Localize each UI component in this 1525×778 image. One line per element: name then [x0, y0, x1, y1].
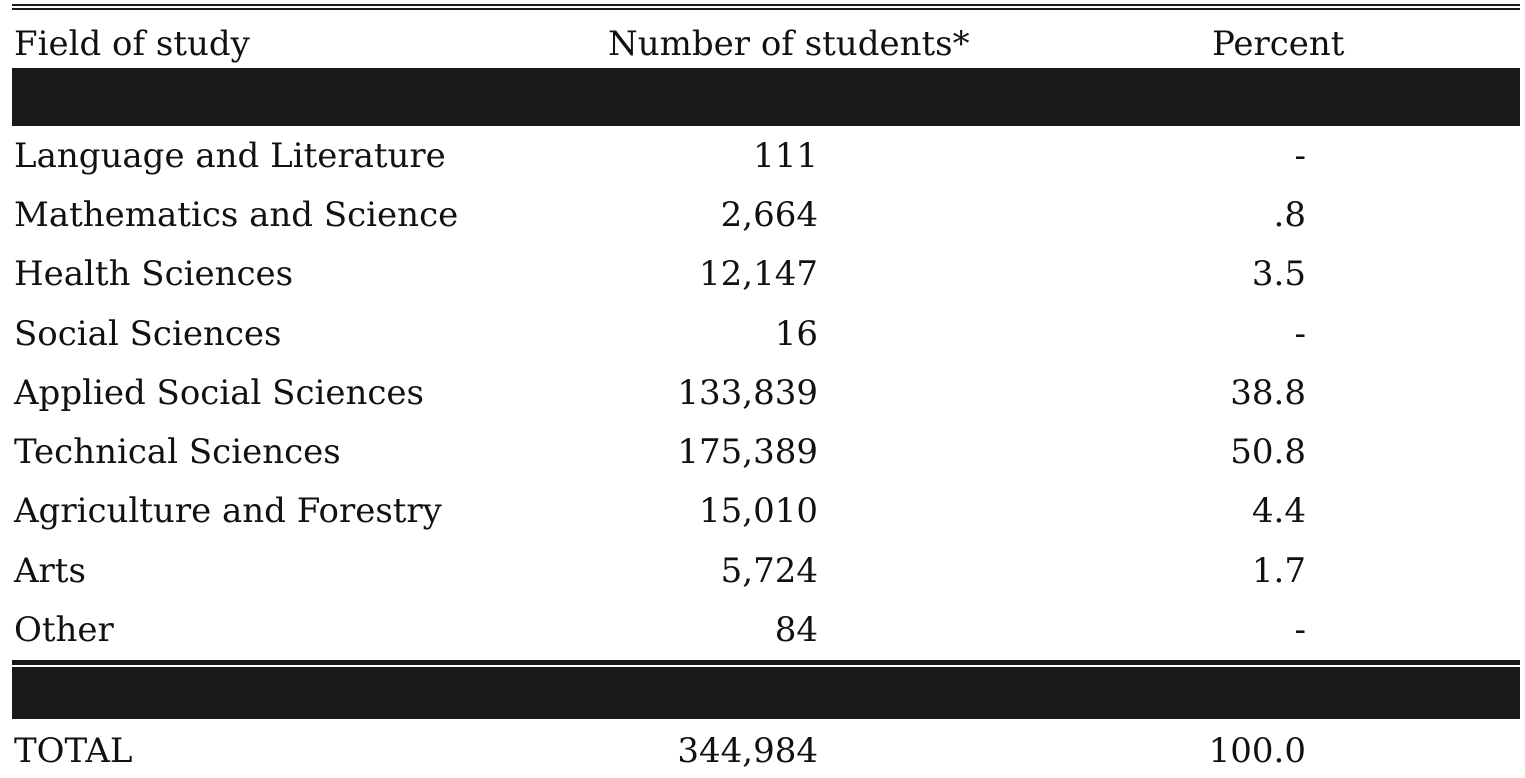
cell-field: Applied Social Sciences [14, 372, 424, 413]
cell-field: Agriculture and Forestry [14, 491, 442, 532]
cell-percent: 3.5 [1251, 254, 1306, 295]
cell-students: 175,389 [677, 432, 818, 473]
cell-percent: - [1294, 135, 1307, 176]
table-body: Language and Literature 111 - Mathematic… [12, 126, 1520, 778]
cell-field: Technical Sciences [14, 432, 341, 473]
cell-percent: - [1294, 610, 1307, 651]
cell-field: Social Sciences [14, 313, 282, 354]
total-students: 344,984 [677, 730, 818, 771]
cell-students: 111 [753, 135, 818, 176]
cell-percent: .8 [1273, 194, 1306, 235]
cell-field: Language and Literature [14, 135, 446, 176]
cell-percent: 50.8 [1230, 432, 1306, 473]
header-row: Field of study Number of students* Perce… [12, 10, 1520, 68]
table-row: Language and Literature 111 - [12, 126, 1520, 185]
data-table-container: Field of study Number of students* Perce… [12, 4, 1520, 778]
cell-percent: 38.8 [1230, 372, 1306, 413]
cell-students: 5,724 [720, 550, 818, 591]
bottom-rule-container [12, 663, 1520, 669]
header-percent: Percent [1212, 24, 1345, 64]
cell-students: 2,664 [720, 194, 818, 235]
table-row: Agriculture and Forestry 15,010 4.4 [12, 482, 1520, 541]
table-row: Other 84 - [12, 600, 1520, 659]
cell-students: 15,010 [699, 491, 818, 532]
cell-percent: 1.7 [1251, 550, 1306, 591]
cell-students: 133,839 [677, 372, 818, 413]
bottom-rule [12, 663, 1520, 665]
header-rule [12, 68, 1520, 126]
header-number-of-students: Number of students* [608, 24, 970, 64]
top-rule [12, 4, 1520, 6]
table-row: Health Sciences 12,147 3.5 [12, 245, 1520, 304]
table-header: Field of study Number of students* Perce… [12, 10, 1520, 126]
total-percent: 100.0 [1208, 730, 1306, 771]
table-row: Social Sciences 16 - [12, 304, 1520, 363]
bottom-rule-second [12, 667, 1520, 669]
cell-students: 12,147 [699, 254, 818, 295]
table-row: Applied Social Sciences 133,839 38.8 [12, 363, 1520, 422]
total-row: TOTAL 344,984 100.0 [12, 719, 1520, 778]
cell-students: 16 [774, 313, 818, 354]
cell-field: Arts [14, 550, 86, 591]
cell-students: 84 [774, 610, 818, 651]
top-rule-second [12, 8, 1520, 10]
cell-field: Other [14, 610, 114, 651]
cell-percent: 4.4 [1251, 491, 1306, 532]
table-row: Arts 5,724 1.7 [12, 541, 1520, 600]
header-field-of-study: Field of study [14, 24, 250, 64]
table-row: Mathematics and Science 2,664 .8 [12, 185, 1520, 244]
cell-percent: - [1294, 313, 1307, 354]
total-label: TOTAL [14, 730, 133, 771]
table-row: Technical Sciences 175,389 50.8 [12, 422, 1520, 481]
cell-field: Health Sciences [14, 254, 294, 295]
cell-field: Mathematics and Science [14, 194, 459, 235]
